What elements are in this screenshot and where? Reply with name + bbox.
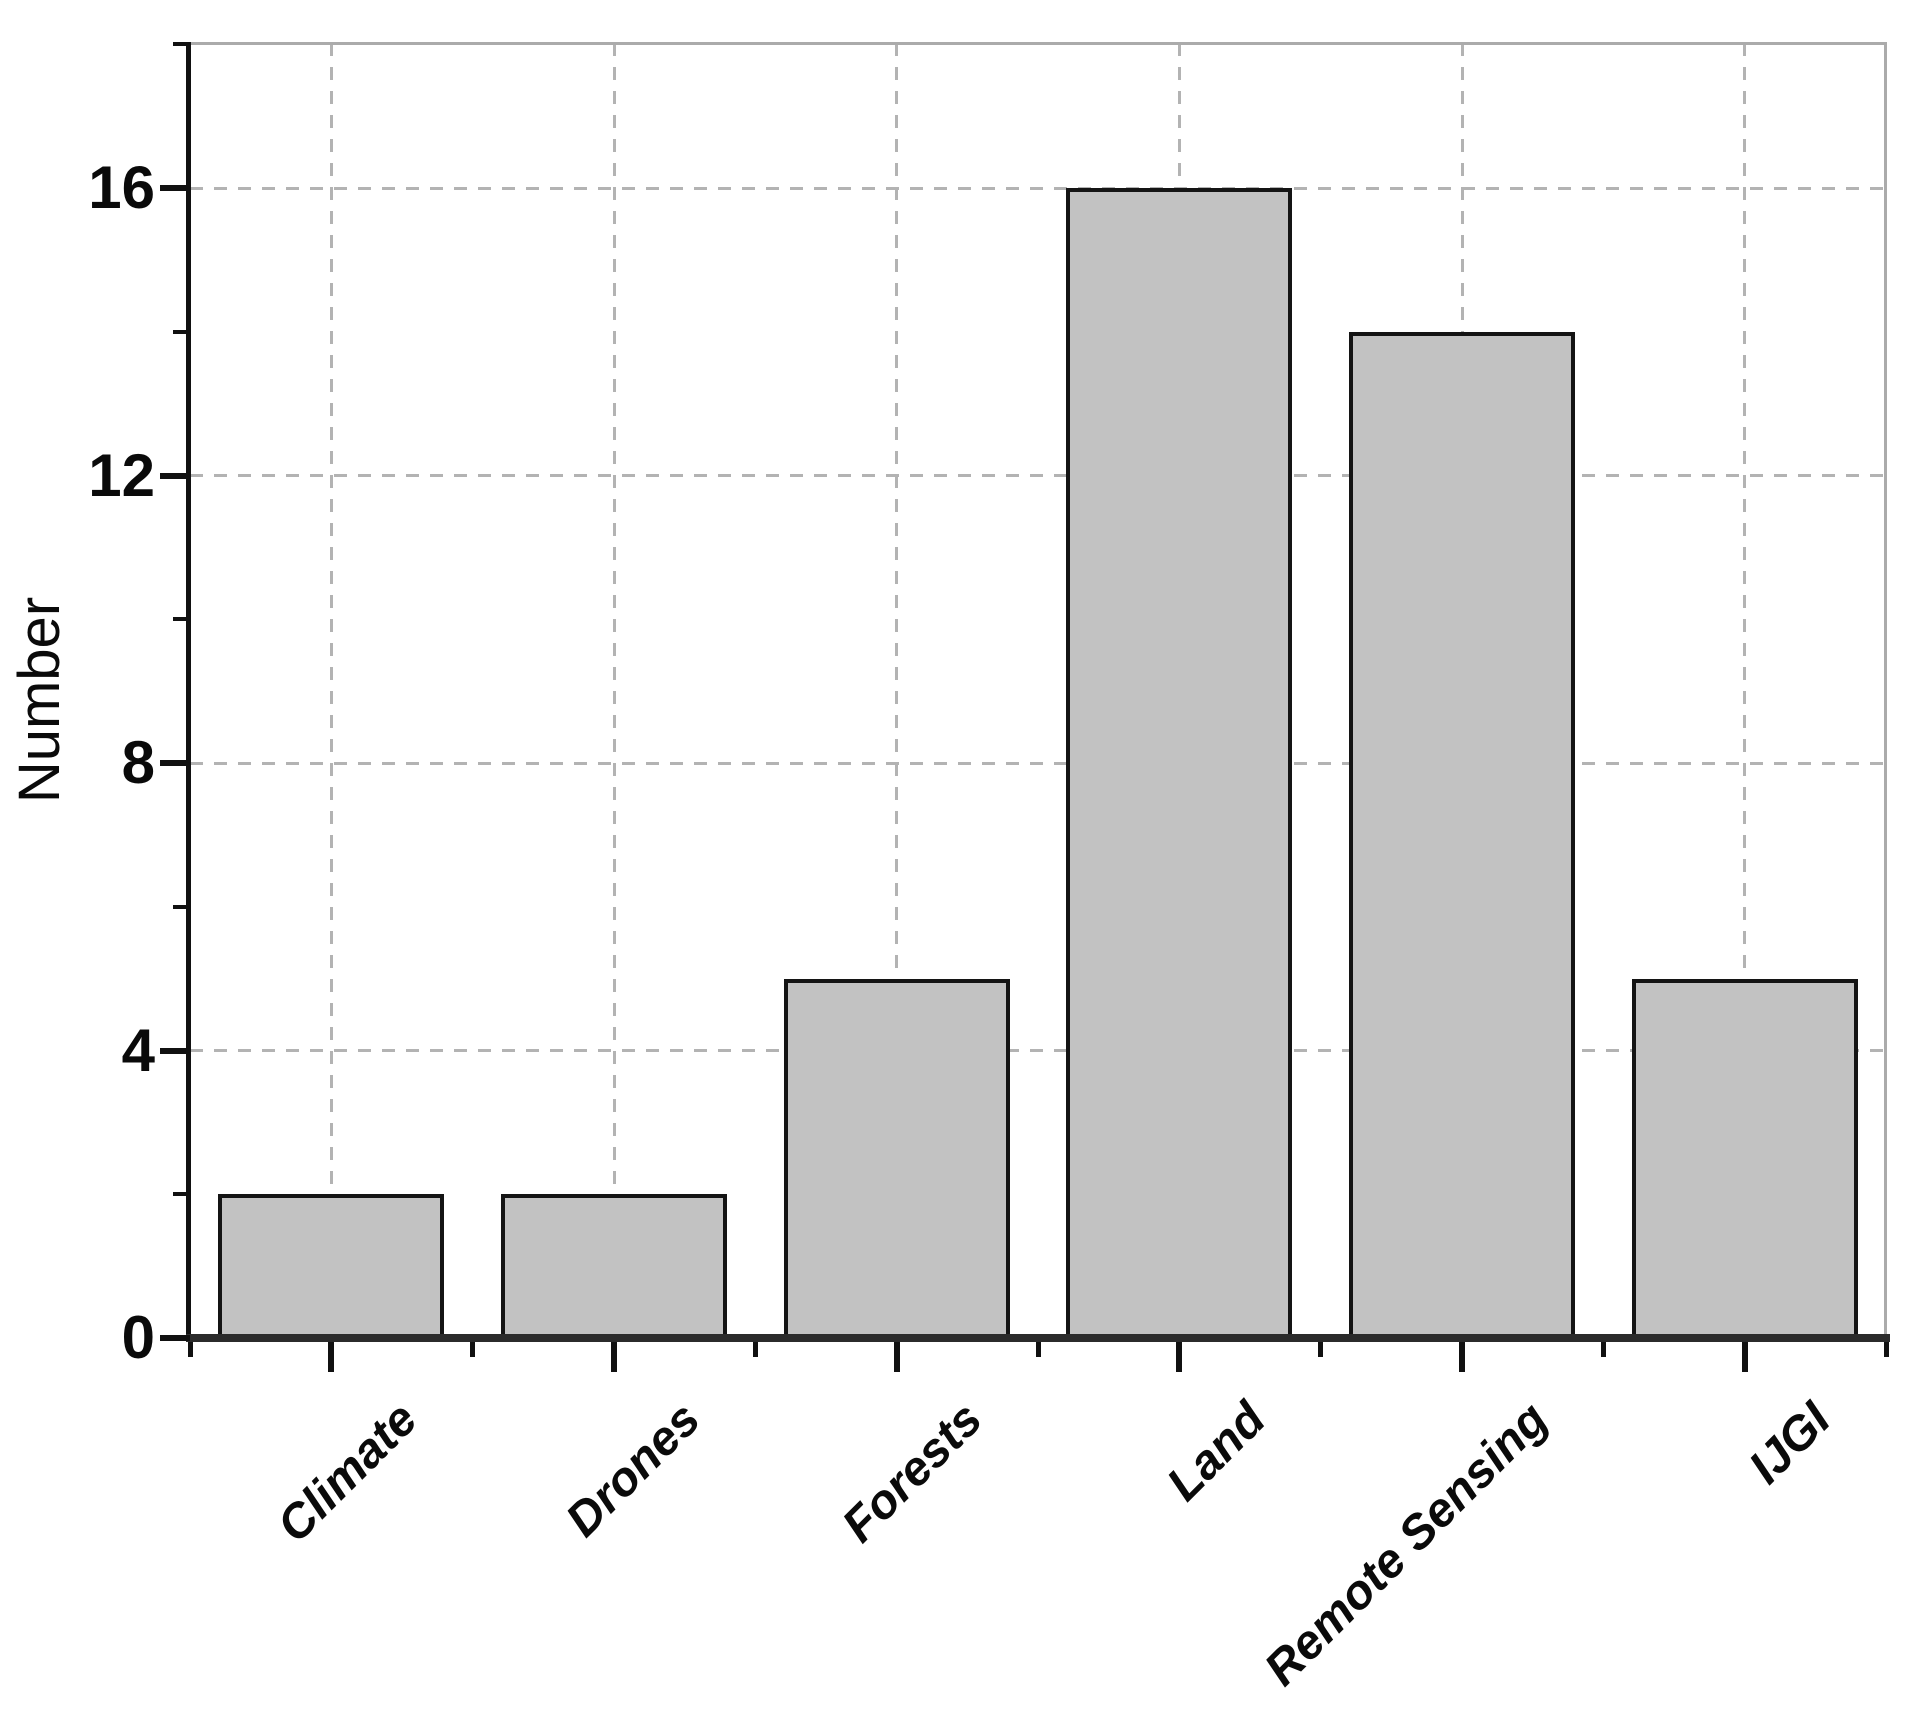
x-major-tick <box>611 1342 617 1372</box>
x-gridline <box>1743 43 1747 1338</box>
y-axis-line <box>186 42 191 1342</box>
y-minor-tick <box>173 329 190 334</box>
y-minor-tick <box>173 904 190 909</box>
x-category-label: Climate <box>267 1392 428 1553</box>
bar <box>1631 978 1858 1338</box>
plot-frame-right <box>1884 42 1887 1339</box>
y-major-tick <box>160 1047 190 1054</box>
x-category-label: Drones <box>555 1392 711 1548</box>
y-gridline <box>190 761 1886 765</box>
y-major-tick <box>160 185 190 191</box>
x-category-label: IJGI <box>1739 1392 1841 1495</box>
x-gridline <box>612 43 616 1338</box>
x-axis-line <box>186 1334 1890 1342</box>
y-tick-label: 16 <box>88 154 155 221</box>
x-minor-tick <box>1883 1342 1889 1357</box>
x-category-label: Forests <box>832 1392 993 1553</box>
y-tick-label: 4 <box>121 1016 155 1084</box>
x-gridline <box>329 43 333 1338</box>
bar <box>501 1194 727 1338</box>
bar <box>218 1194 445 1338</box>
y-minor-tick <box>173 42 190 47</box>
y-gridline <box>190 1049 1886 1052</box>
x-minor-tick <box>752 1342 758 1357</box>
x-minor-tick <box>1600 1342 1606 1357</box>
y-tick-label: 8 <box>121 729 155 796</box>
bar <box>783 978 1010 1338</box>
x-major-tick <box>1459 1342 1465 1372</box>
x-category-label: Land <box>1156 1392 1276 1512</box>
x-category-label: Remote Sensing <box>1254 1392 1559 1696</box>
y-axis-title: Number <box>7 596 72 804</box>
y-tick-label: 0 <box>121 1304 155 1371</box>
plot-frame-top <box>190 42 1887 45</box>
y-major-tick <box>160 1335 190 1341</box>
x-minor-tick <box>1318 1342 1324 1357</box>
x-minor-tick <box>187 1342 193 1357</box>
y-gridline <box>190 474 1886 477</box>
x-minor-tick <box>470 1342 476 1357</box>
x-major-tick <box>1741 1342 1748 1372</box>
y-minor-tick <box>173 617 190 622</box>
y-minor-tick <box>173 1192 190 1197</box>
y-major-tick <box>160 472 190 479</box>
x-major-tick <box>328 1342 335 1372</box>
x-major-tick <box>1176 1342 1183 1372</box>
y-major-tick <box>160 760 190 766</box>
x-gridline <box>895 43 899 1338</box>
bar <box>1349 331 1575 1338</box>
x-minor-tick <box>1035 1342 1041 1357</box>
y-tick-label: 12 <box>88 441 155 509</box>
x-major-tick <box>893 1342 900 1372</box>
bar <box>1066 188 1293 1338</box>
y-gridline <box>190 186 1886 190</box>
